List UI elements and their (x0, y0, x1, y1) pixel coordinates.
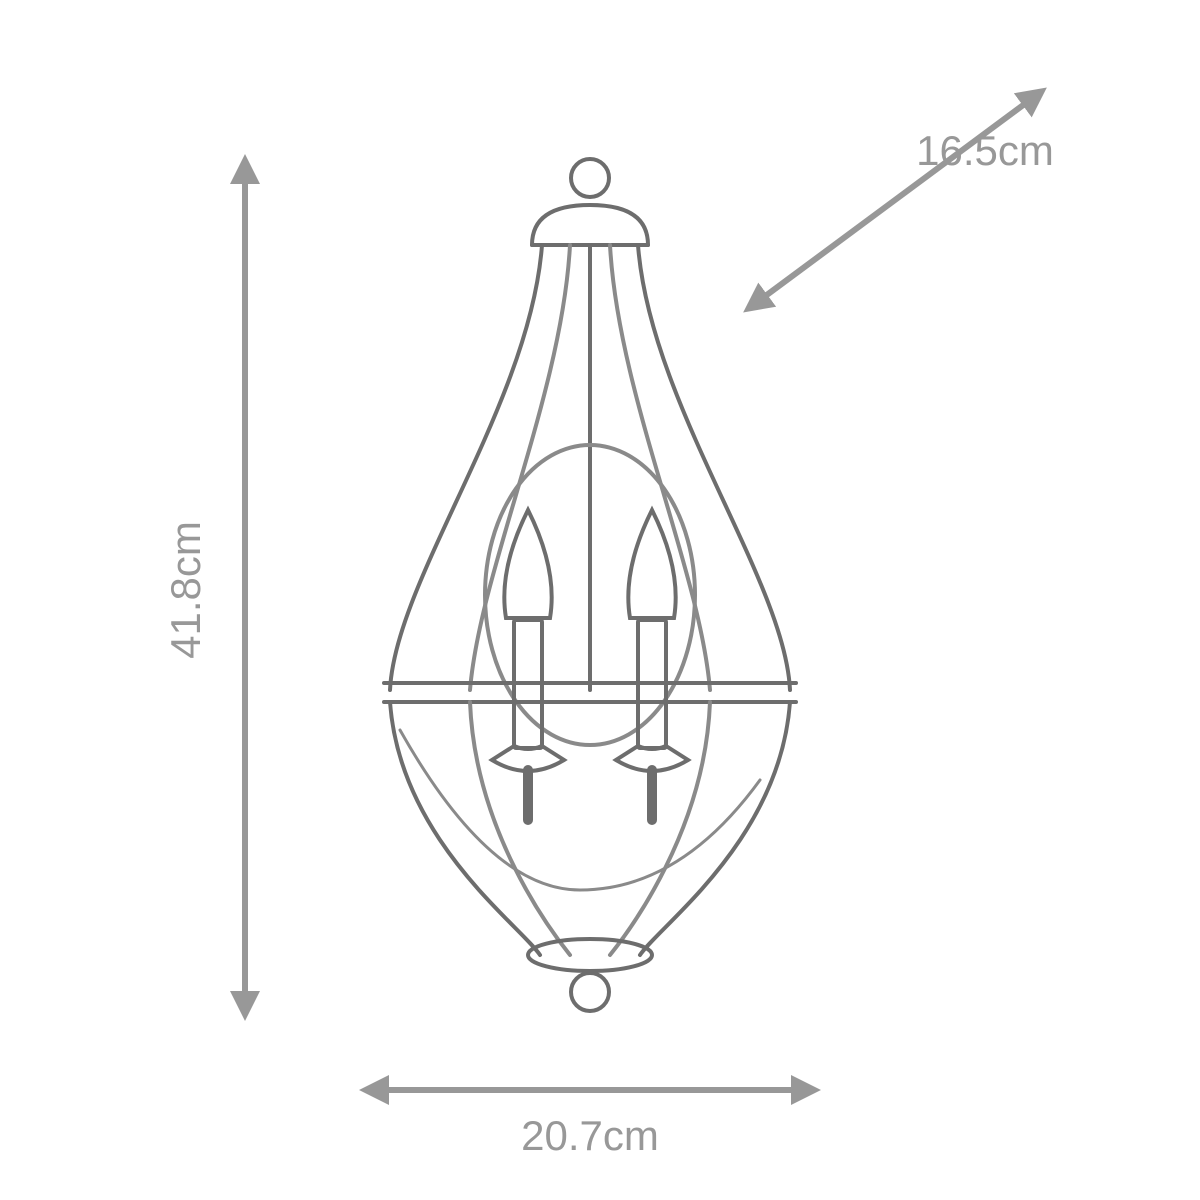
cage-lower-right (640, 702, 790, 955)
product-drawing (384, 159, 796, 1011)
cage-lower-left (390, 702, 540, 955)
frame-right-outer (638, 245, 790, 690)
width-dimension-label: 20.7cm (521, 1112, 659, 1159)
frame-left-outer (390, 245, 542, 690)
top-cap (532, 205, 648, 245)
depth-dimension-label: 16.5cm (916, 127, 1054, 174)
bottom-finial (571, 973, 609, 1011)
height-dimension-label: 41.8cm (162, 521, 209, 659)
dimension-diagram: 41.8cm 20.7cm 16.5cm (0, 0, 1200, 1200)
top-finial (571, 159, 609, 197)
base-plate (528, 939, 652, 971)
